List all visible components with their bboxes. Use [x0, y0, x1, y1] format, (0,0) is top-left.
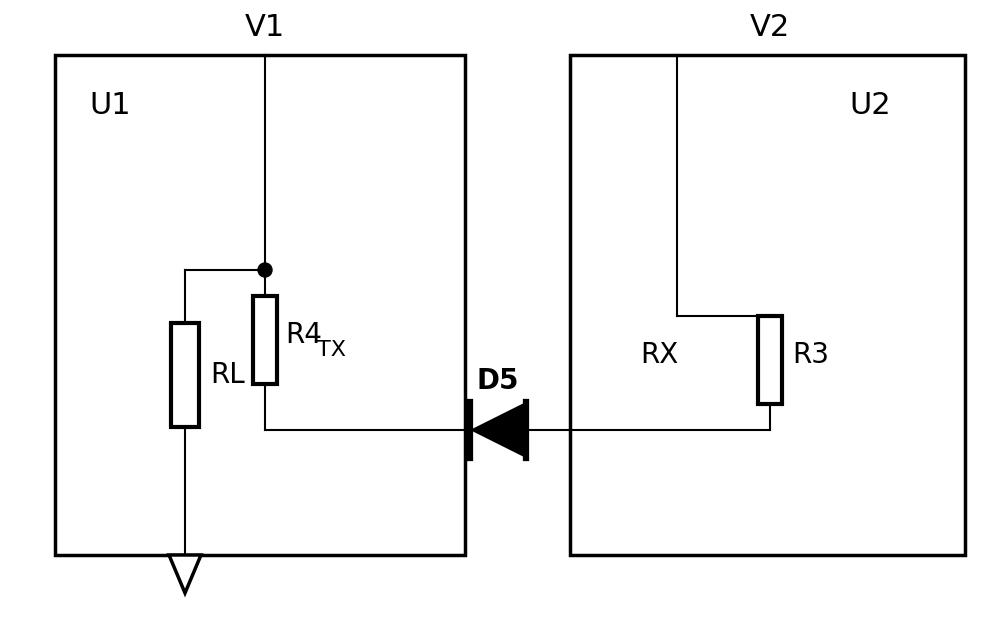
Circle shape: [258, 263, 272, 277]
Text: RX: RX: [640, 341, 678, 369]
Polygon shape: [169, 555, 201, 593]
Text: R4: R4: [285, 321, 322, 349]
Text: U1: U1: [89, 90, 131, 119]
Polygon shape: [470, 402, 526, 458]
Text: V2: V2: [750, 14, 790, 43]
Text: R3: R3: [792, 341, 829, 369]
Text: V1: V1: [245, 14, 285, 43]
Text: D5: D5: [477, 367, 519, 395]
Text: TX: TX: [317, 340, 346, 360]
Text: U2: U2: [849, 90, 891, 119]
Bar: [253, 296, 277, 384]
Bar: [171, 323, 199, 427]
Bar: [55, 55, 465, 555]
Bar: [758, 316, 782, 404]
Bar: [570, 55, 965, 555]
Text: RL: RL: [210, 361, 245, 389]
